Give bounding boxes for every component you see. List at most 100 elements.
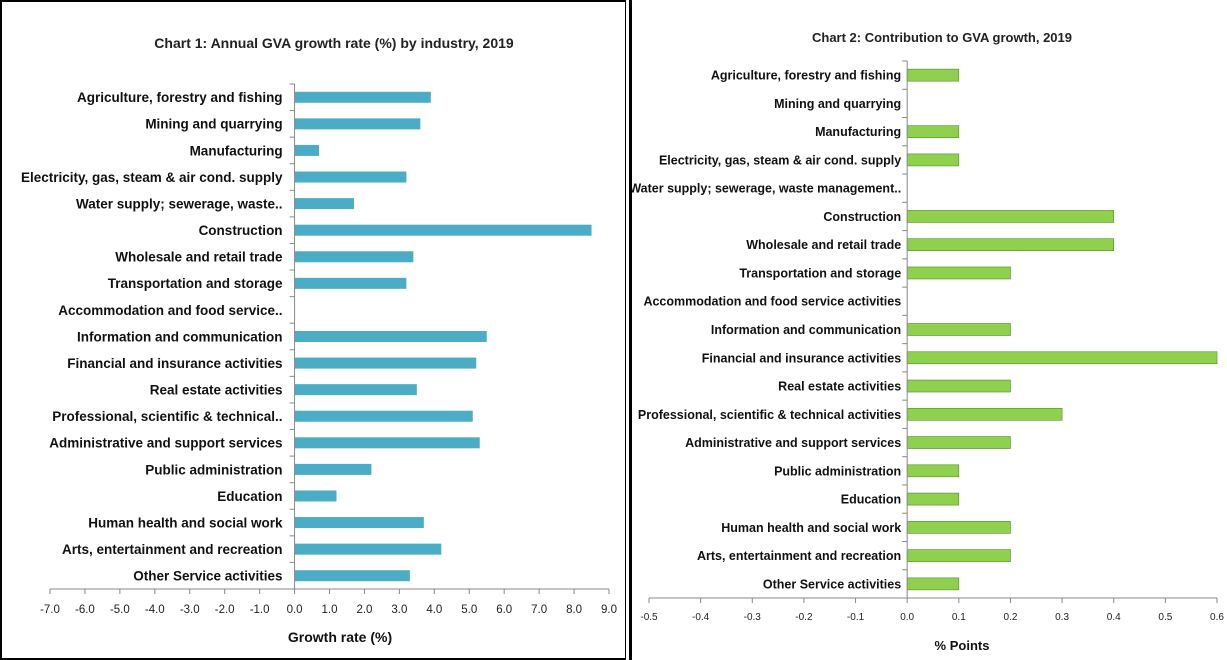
c1-x-tick-label: 7.0 (531, 604, 547, 616)
c1-category-label: Electricity, gas, steam & air cond. supp… (21, 170, 283, 185)
c2-category-label: Public administration (774, 464, 901, 478)
c1-x-tick-label: 1.0 (322, 604, 338, 616)
c1-x-tick-label: -5.0 (110, 604, 130, 616)
c2-category-label: Other Service activities (763, 577, 901, 591)
c2-category-label: Wholesale and retail trade (746, 238, 901, 252)
chart-1-title: Chart 1: Annual GVA growth rate (%) by i… (154, 35, 514, 51)
c2-x-tick-label: -0.4 (692, 612, 710, 623)
c1-x-tick-label: 5.0 (461, 604, 477, 616)
c1-x-tick-label: -3.0 (180, 604, 200, 616)
c2-category-label: Administrative and support services (685, 436, 901, 450)
c2-bar (906, 492, 960, 506)
c1-category-label: Administrative and support services (49, 436, 282, 451)
c2-bar (906, 521, 1011, 534)
c2-bar (906, 464, 960, 478)
c1-category-label: Education (217, 489, 282, 504)
c1-category-label: Construction (199, 223, 283, 238)
c1-x-tick-label: -2.0 (215, 604, 235, 616)
c2-bar (906, 351, 1218, 365)
c1-x-tick-label: 6.0 (496, 604, 512, 616)
c1-bar (294, 277, 407, 289)
chart-2-x-axis-label: % Points (935, 638, 990, 653)
c1-category-label: Real estate activities (150, 383, 283, 398)
c2-category-label: Financial and insurance activities (702, 351, 901, 365)
c2-bar (906, 238, 1115, 252)
c1-bar (294, 331, 487, 342)
c1-x-tick-label: -7.0 (40, 604, 60, 616)
c1-category-label: Financial and insurance activities (67, 356, 282, 371)
c2-x-tick-label: 0.6 (1210, 612, 1224, 623)
c1-bar (294, 144, 320, 156)
c1-x-tick-label: 4.0 (426, 604, 442, 616)
c2-category-label: Construction (823, 210, 901, 224)
c2-bar (906, 323, 1011, 336)
c2-category-label: Mining and quarrying (774, 97, 901, 111)
chart-1: Chart 1: Annual GVA growth rate (%) by i… (21, 35, 617, 645)
c2-bar (906, 436, 1011, 449)
c2-category-label: Human health and social work (721, 521, 901, 535)
c1-bar (294, 384, 417, 396)
c1-x-tick-label: -1.0 (250, 604, 270, 616)
c2-category-label: Transportation and storage (739, 266, 901, 280)
c1-bar (294, 543, 442, 555)
c1-x-tick-label: -4.0 (145, 604, 165, 616)
c2-bar (906, 549, 1011, 562)
c1-category-label: Accommodation and food service.. (58, 303, 282, 318)
c1-bar (294, 410, 473, 422)
c2-x-tick-label: -0.5 (640, 612, 658, 623)
chart-2-panel: Chart 2: Contribution to GVA growth, 201… (629, 0, 1227, 660)
c1-bar (294, 171, 407, 183)
c2-x-tick-label: 0.2 (1004, 612, 1018, 623)
c2-x-tick-label: -0.3 (744, 612, 762, 623)
c1-category-label: Professional, scientific & technical.. (52, 409, 282, 424)
c1-x-tick-label: 3.0 (391, 604, 407, 616)
c2-bar (906, 379, 1011, 393)
c2-category-label: Water supply; sewerage, waste management… (632, 182, 901, 196)
c2-x-tick-label: 0.5 (1158, 612, 1172, 623)
c1-bar (294, 570, 410, 582)
chart-2-title: Chart 2: Contribution to GVA growth, 201… (812, 30, 1072, 45)
c2-bar (906, 577, 960, 591)
c1-bar (294, 437, 480, 449)
c2-x-tick-label: -0.1 (847, 612, 865, 623)
c1-category-label: Manufacturing (190, 143, 283, 158)
c1-x-tick-label: 0.0 (287, 604, 303, 616)
c2-category-label: Arts, entertainment and recreation (697, 549, 901, 563)
c2-bar (906, 407, 1063, 421)
c1-bar (294, 91, 431, 103)
c1-bar (294, 517, 424, 529)
c1-x-tick-label: -6.0 (75, 604, 95, 616)
c2-category-label: Professional, scientific & technical act… (638, 408, 901, 422)
c2-x-tick-label: 0.0 (900, 612, 914, 623)
c1-category-label: Transportation and storage (108, 276, 283, 291)
c2-bar (906, 68, 960, 82)
chart-1-panel: Chart 1: Annual GVA growth rate (%) by i… (0, 0, 626, 660)
c2-category-label: Agriculture, forestry and fishing (711, 69, 901, 83)
c1-bar (294, 251, 414, 263)
c1-category-label: Mining and quarrying (145, 117, 282, 132)
c1-x-tick-label: 8.0 (566, 604, 582, 616)
c1-category-label: Water supply; sewerage, waste.. (76, 196, 283, 211)
c1-x-tick-label: 9.0 (601, 604, 617, 616)
c2-category-label: Accommodation and food service activitie… (643, 295, 901, 309)
c1-category-label: Arts, entertainment and recreation (62, 542, 283, 557)
c1-bar (294, 463, 372, 475)
chart-1-x-axis-label: Growth rate (%) (288, 629, 392, 645)
c1-category-label: Information and communication (77, 329, 283, 344)
chart-2: Chart 2: Contribution to GVA growth, 201… (632, 30, 1224, 653)
c1-category-label: Wholesale and retail trade (115, 250, 283, 265)
c1-category-label: Human health and social work (88, 515, 283, 530)
c1-category-label: Agriculture, forestry and fishing (77, 90, 283, 105)
c2-category-label: Electricity, gas, steam & air cond. supp… (659, 153, 901, 167)
c1-x-tick-label: 2.0 (356, 604, 372, 616)
c1-bar (294, 224, 592, 236)
c1-category-label: Other Service activities (133, 569, 282, 584)
c1-bar (294, 357, 477, 369)
c2-x-tick-label: 0.3 (1055, 612, 1069, 623)
c2-bar (906, 125, 960, 138)
c1-bar (294, 118, 421, 130)
c1-bar (294, 198, 354, 210)
c2-bar (906, 210, 1115, 223)
c2-category-label: Information and communication (711, 323, 901, 337)
c2-bar (906, 266, 1011, 280)
